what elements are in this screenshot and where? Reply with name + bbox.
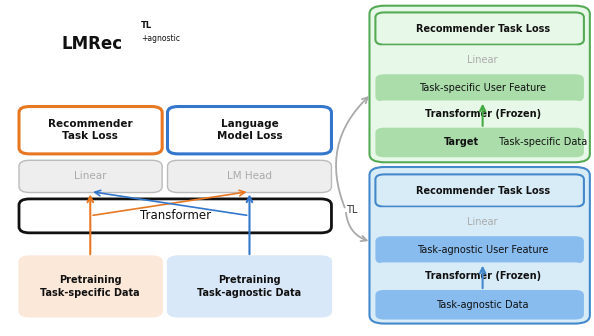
FancyBboxPatch shape: [369, 167, 590, 324]
Text: Task-agnostic Data: Task-agnostic Data: [437, 300, 529, 310]
Text: Transformer (Frozen): Transformer (Frozen): [425, 271, 541, 281]
Text: Language
Model Loss: Language Model Loss: [217, 119, 282, 141]
Text: TL: TL: [141, 21, 153, 30]
Text: TL: TL: [346, 205, 357, 215]
FancyBboxPatch shape: [375, 236, 584, 264]
FancyBboxPatch shape: [375, 207, 584, 237]
FancyBboxPatch shape: [168, 160, 331, 193]
Text: Target: Target: [443, 137, 479, 148]
FancyBboxPatch shape: [375, 174, 584, 207]
FancyBboxPatch shape: [375, 12, 584, 45]
Text: Task-agnostic User Feature: Task-agnostic User Feature: [417, 245, 548, 255]
Text: Linear: Linear: [74, 171, 106, 181]
FancyBboxPatch shape: [375, 290, 584, 320]
FancyBboxPatch shape: [19, 199, 331, 233]
Text: Recommender Task Loss: Recommender Task Loss: [416, 24, 549, 34]
FancyBboxPatch shape: [19, 107, 162, 154]
Text: Task-specific Data: Task-specific Data: [496, 137, 587, 148]
Text: Pretraining
Task-specific Data: Pretraining Task-specific Data: [40, 275, 140, 298]
Text: Recommender
Task Loss: Recommender Task Loss: [48, 119, 132, 141]
FancyBboxPatch shape: [375, 45, 584, 75]
Text: Transformer: Transformer: [140, 209, 211, 222]
FancyBboxPatch shape: [375, 128, 584, 157]
Text: Pretraining
Task-agnostic Data: Pretraining Task-agnostic Data: [197, 275, 302, 298]
Text: Linear: Linear: [467, 55, 498, 65]
FancyBboxPatch shape: [168, 256, 331, 317]
Text: +agnostic: +agnostic: [141, 34, 181, 43]
FancyBboxPatch shape: [375, 74, 584, 102]
FancyBboxPatch shape: [19, 256, 162, 317]
Text: Recommender Task Loss: Recommender Task Loss: [416, 185, 549, 196]
FancyBboxPatch shape: [168, 107, 331, 154]
Text: LMRec: LMRec: [62, 35, 122, 53]
Text: Transformer (Frozen): Transformer (Frozen): [425, 109, 541, 119]
Text: Task-specific User Feature: Task-specific User Feature: [419, 83, 546, 93]
Text: LM Head: LM Head: [227, 171, 272, 181]
FancyBboxPatch shape: [375, 100, 584, 127]
FancyBboxPatch shape: [19, 160, 162, 193]
Text: Linear: Linear: [467, 217, 498, 227]
FancyBboxPatch shape: [369, 6, 590, 162]
FancyBboxPatch shape: [375, 262, 584, 289]
